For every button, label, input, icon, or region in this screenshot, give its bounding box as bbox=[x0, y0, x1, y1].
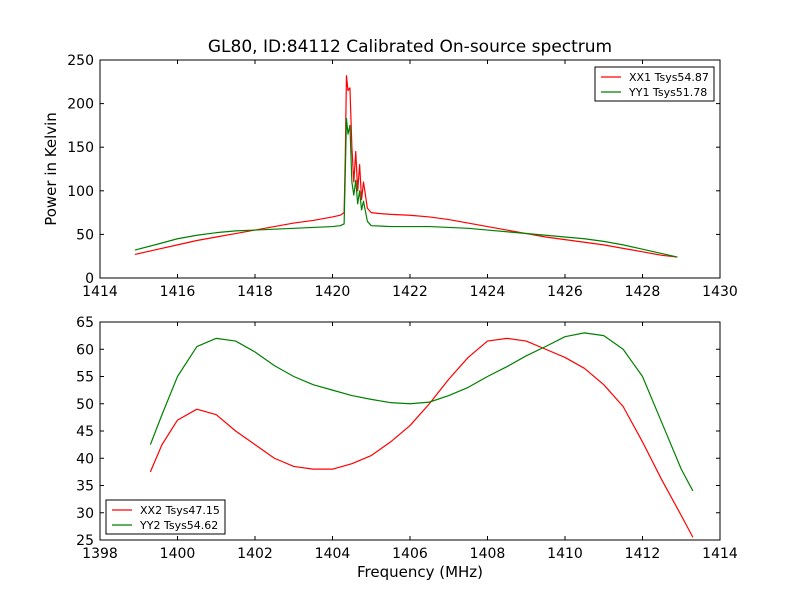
x-tick-label: 1422 bbox=[392, 284, 428, 300]
x-tick-label: 1408 bbox=[470, 546, 506, 562]
bottom-panel-spectrum-chart: 1398 1400 1402 1404 1406 1408 1410 1412 1414 25 30… bbox=[76, 315, 738, 581]
y-tick-label: 45 bbox=[76, 424, 94, 440]
x-tick-label: 1426 bbox=[547, 284, 583, 300]
y-tick-label: 250 bbox=[67, 53, 94, 69]
x-tick-label: 1410 bbox=[547, 546, 583, 562]
x-tick-label: 1402 bbox=[237, 546, 273, 562]
y-tick-label: 30 bbox=[76, 506, 94, 522]
y-axis-label: Power in Kelvin bbox=[42, 112, 60, 226]
y-tick-label: 60 bbox=[76, 342, 94, 358]
y-tick-label: 0 bbox=[85, 271, 94, 287]
y-tick-label: 40 bbox=[76, 451, 94, 467]
y-tick-label: 150 bbox=[67, 140, 94, 156]
figure-title: GL80, ID:84112 Calibrated On-source spec… bbox=[208, 37, 612, 57]
x-axis-label: Frequency (MHz) bbox=[357, 563, 483, 581]
x-tick-label: 1424 bbox=[470, 284, 506, 300]
y-tick-label: 50 bbox=[76, 397, 94, 413]
x-tick-label: 1418 bbox=[237, 284, 273, 300]
y-tick-label: 55 bbox=[76, 370, 94, 386]
x-tick-label: 1404 bbox=[315, 546, 351, 562]
y-tick-label: 100 bbox=[67, 184, 94, 200]
x-tick-label: 1398 bbox=[82, 546, 118, 562]
x-tick-label: 1428 bbox=[625, 284, 661, 300]
x-tick-label: 1416 bbox=[160, 284, 196, 300]
legend-label: YY2 Tsys54.62 bbox=[139, 519, 218, 532]
legend-box bbox=[105, 499, 226, 535]
legend-label: YY1 Tsys51.78 bbox=[628, 86, 707, 99]
y-tick-label: 25 bbox=[76, 533, 94, 549]
y-tick-label: 50 bbox=[76, 227, 94, 243]
y-tick-label: 65 bbox=[76, 315, 94, 331]
x-tick-label: 1430 bbox=[702, 284, 738, 300]
top-panel-spectrum-chart: 1414 1416 1418 1420 1422 1424 1426 1428 1430 0 50 1… bbox=[42, 53, 738, 300]
legend-label: XX1 Tsys54.87 bbox=[629, 71, 709, 84]
y-tick-label: 200 bbox=[67, 97, 94, 113]
x-tick-label: 1412 bbox=[625, 546, 661, 562]
series-line-1-2 bbox=[134, 117, 678, 258]
legend-label: XX2 Tsys47.15 bbox=[140, 504, 220, 517]
x-tick-label: 1406 bbox=[392, 546, 428, 562]
series-line-2-1 bbox=[149, 337, 694, 538]
x-tick-label: 1414 bbox=[702, 546, 738, 562]
x-tick-label: 1420 bbox=[315, 284, 351, 300]
series-line-1-1 bbox=[134, 75, 678, 258]
legend-box bbox=[594, 66, 715, 102]
x-tick-label: 1400 bbox=[160, 546, 196, 562]
x-tick-label: 1414 bbox=[82, 284, 118, 300]
y-tick-label: 35 bbox=[76, 479, 94, 495]
series-line-2-2 bbox=[149, 332, 694, 492]
